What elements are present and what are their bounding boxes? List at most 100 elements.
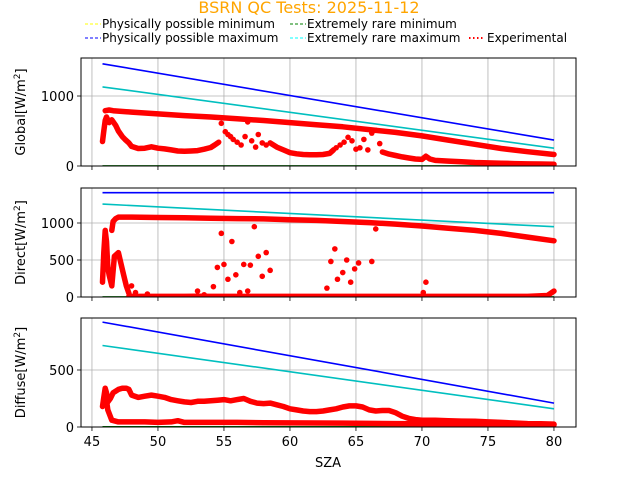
experimental-point bbox=[214, 264, 221, 271]
x-tick-label: 80 bbox=[546, 435, 563, 450]
experimental-point bbox=[144, 291, 151, 297]
experimental-point bbox=[341, 139, 347, 146]
experimental-point bbox=[252, 144, 259, 150]
experimental-points bbox=[379, 149, 557, 166]
experimental-point bbox=[420, 289, 427, 296]
series-physically-possible-maximum bbox=[102, 321, 555, 404]
experimental-point bbox=[372, 226, 379, 232]
experimental-point bbox=[368, 130, 375, 136]
x-tick-label: 55 bbox=[216, 435, 233, 450]
y-tick-label: 0 bbox=[66, 421, 74, 436]
experimental-point bbox=[376, 140, 383, 147]
experimental-point bbox=[334, 276, 341, 283]
x-tick-label: 75 bbox=[480, 435, 497, 450]
experimental-point bbox=[357, 145, 363, 151]
experimental-points bbox=[109, 214, 557, 244]
experimental-points bbox=[102, 107, 557, 158]
legend-label-rare-max: Extremely rare maximum bbox=[307, 31, 460, 45]
y-tick-label: 1000 bbox=[41, 90, 74, 105]
experimental-point bbox=[423, 279, 429, 286]
y-tick-label: 0 bbox=[66, 160, 74, 175]
axes-frame bbox=[80, 317, 577, 428]
experimental-point bbox=[368, 258, 375, 265]
y-axis-label-global: Global[W/m2] bbox=[13, 68, 29, 155]
experimental-point bbox=[263, 249, 269, 256]
experimental-point bbox=[201, 291, 207, 297]
y-tick-label: 500 bbox=[49, 254, 74, 269]
experimental-point bbox=[372, 127, 379, 134]
panel-diffuse: 45 50 55 60 65 70 75 80 0 500 Diffuse[W/m2] bbox=[13, 317, 577, 450]
series-physically-possible-maximum bbox=[102, 63, 555, 141]
experimental-point bbox=[361, 136, 367, 143]
experimental-points bbox=[126, 288, 557, 297]
experimental-point bbox=[347, 279, 354, 286]
experimental-point bbox=[210, 283, 217, 290]
experimental-point bbox=[194, 288, 201, 294]
legend-label-phys-max: Physically possible maximum bbox=[102, 31, 278, 45]
axes-frame bbox=[80, 187, 577, 298]
panel-global: 0 1000 Global[W/m2] bbox=[13, 57, 577, 175]
series-extremely-rare-maximum bbox=[102, 344, 555, 410]
experimental-point bbox=[343, 257, 350, 263]
experimental-point bbox=[355, 260, 362, 266]
experimental-points bbox=[99, 385, 557, 427]
y-tick-label: 0 bbox=[66, 291, 74, 306]
experimental-point bbox=[242, 133, 248, 140]
experimental-point bbox=[218, 230, 225, 237]
series-extremely-rare-maximum bbox=[102, 86, 555, 149]
experimental-points bbox=[99, 114, 222, 155]
x-tick-label: 45 bbox=[84, 435, 101, 450]
experimental-point bbox=[332, 246, 338, 252]
y-tick-label: 1000 bbox=[41, 217, 74, 232]
axes-frame bbox=[80, 57, 577, 167]
experimental-points bbox=[99, 227, 132, 297]
experimental-point bbox=[230, 136, 236, 143]
x-tick-label: 60 bbox=[282, 435, 299, 450]
experimental-point bbox=[218, 120, 225, 127]
experimental-point bbox=[349, 138, 355, 144]
experimental-point bbox=[337, 142, 343, 148]
x-tick-label: 50 bbox=[150, 435, 167, 450]
experimental-point bbox=[259, 273, 266, 280]
plot-area-diffuse bbox=[99, 321, 557, 427]
experimental-point bbox=[248, 138, 255, 144]
legend-entry-phys-min: Physically possible minimum bbox=[85, 17, 275, 31]
legend-label-rare-min: Extremely rare minimum bbox=[307, 17, 457, 31]
legend: Physically possible minimum Physically p… bbox=[85, 17, 567, 45]
panel-direct: 0 500 1000 Direct[W/m2] bbox=[13, 187, 577, 306]
legend-entry-rare-max: Extremely rare maximum bbox=[290, 31, 460, 45]
legend-label-phys-min: Physically possible minimum bbox=[102, 17, 275, 31]
experimental-point bbox=[365, 147, 371, 153]
x-axis-label: SZA bbox=[315, 456, 341, 471]
experimental-point bbox=[225, 276, 231, 283]
experimental-point bbox=[351, 266, 358, 272]
experimental-point bbox=[233, 272, 239, 278]
experimental-point bbox=[132, 289, 139, 296]
experimental-point bbox=[333, 145, 339, 151]
legend-label-experimental: Experimental bbox=[487, 31, 567, 45]
experimental-point bbox=[345, 134, 351, 141]
y-axis-label-direct: Direct[W/m2] bbox=[13, 200, 29, 285]
experimental-point bbox=[247, 262, 254, 268]
experimental-point bbox=[267, 267, 273, 274]
series-extremely-rare-maximum bbox=[102, 203, 555, 228]
chart-title: BSRN QC Tests: 2025-11-12 bbox=[198, 0, 419, 17]
experimental-point bbox=[234, 139, 240, 146]
experimental-point bbox=[236, 289, 243, 296]
experimental-point bbox=[251, 223, 258, 230]
x-tick-label: 70 bbox=[414, 435, 431, 450]
experimental-point bbox=[240, 261, 247, 268]
legend-entry-rare-min: Extremely rare minimum bbox=[290, 17, 457, 31]
experimental-point bbox=[255, 131, 262, 138]
y-tick-label: 500 bbox=[49, 364, 74, 379]
experimental-point bbox=[339, 269, 346, 276]
experimental-point bbox=[255, 253, 262, 260]
experimental-point bbox=[263, 142, 269, 148]
legend-entry-experimental: Experimental bbox=[469, 31, 567, 45]
experimental-point bbox=[244, 288, 251, 294]
experimental-point bbox=[238, 142, 244, 148]
y-axis-label-diffuse: Diffuse[W/m2] bbox=[13, 327, 29, 418]
experimental-point bbox=[328, 258, 334, 265]
plot-area-global bbox=[99, 63, 557, 166]
